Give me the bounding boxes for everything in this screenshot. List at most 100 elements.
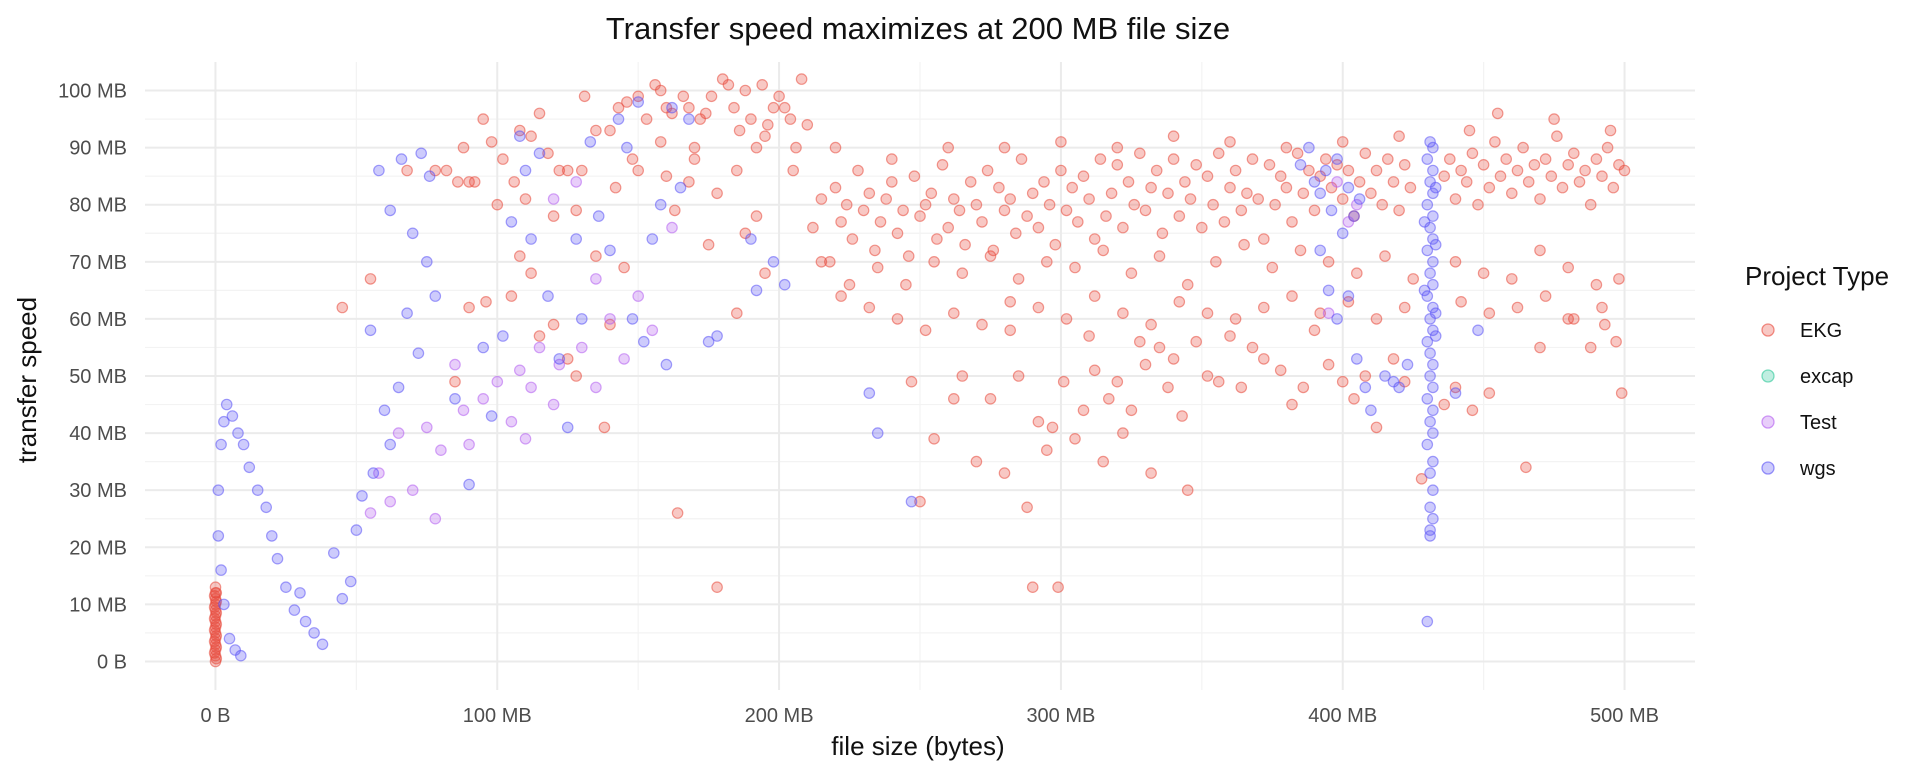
data-point (1584, 341, 1597, 354)
data-point (477, 113, 489, 125)
data-point (592, 210, 605, 222)
data-point (1511, 164, 1524, 177)
data-point (525, 267, 537, 279)
data-point (1562, 313, 1574, 325)
data-point (401, 307, 413, 319)
data-point (1294, 159, 1307, 171)
data-point (1348, 392, 1360, 405)
data-point (1415, 472, 1428, 485)
data-point (561, 353, 574, 365)
data-point (226, 410, 239, 422)
data-point (1320, 153, 1332, 165)
data-point (1069, 432, 1081, 445)
series-test (364, 176, 1363, 525)
data-point (1060, 204, 1073, 217)
data-point (970, 455, 983, 468)
data-point (637, 335, 650, 348)
data-point (852, 164, 864, 177)
data-point (869, 244, 881, 257)
data-point (942, 221, 954, 234)
data-point (1046, 421, 1059, 434)
data-point (497, 330, 509, 342)
data-point (412, 347, 425, 359)
data-point (449, 375, 461, 388)
data-point (237, 438, 250, 451)
data-point (1145, 181, 1157, 194)
data-point (1052, 581, 1064, 593)
data-point (251, 484, 264, 496)
data-point (505, 290, 518, 302)
data-point (1418, 216, 1431, 228)
data-point (987, 244, 1000, 257)
data-point (1424, 467, 1436, 479)
data-point (280, 581, 292, 593)
data-point (1342, 164, 1355, 177)
data-point (815, 255, 828, 268)
data-point (626, 313, 639, 325)
data-point (212, 484, 225, 496)
data-point (699, 107, 712, 120)
data-point (463, 478, 475, 491)
data-point (1449, 255, 1462, 268)
data-point (1483, 387, 1496, 399)
data-point (1266, 261, 1279, 274)
data-point (1359, 381, 1372, 394)
data-point (1308, 324, 1321, 337)
y-tick-label: 90 MB (69, 138, 127, 160)
series-wgs (212, 96, 1484, 662)
data-point (463, 176, 475, 188)
data-point (688, 153, 701, 165)
data-point (208, 612, 221, 625)
data-point (928, 432, 940, 445)
data-point (730, 307, 743, 319)
x-tick-label: 200 MB (745, 705, 814, 727)
data-point (1212, 147, 1225, 160)
data-point (1427, 301, 1439, 314)
data-point (1613, 273, 1625, 285)
data-point (1599, 318, 1611, 331)
data-point (1449, 387, 1462, 399)
data-point (235, 649, 247, 662)
data-point (584, 136, 597, 148)
data-point (761, 119, 774, 131)
data-point (604, 244, 616, 257)
data-point (1162, 187, 1174, 200)
data-point (1351, 267, 1363, 279)
data-point (1069, 261, 1081, 274)
data-point (1015, 153, 1028, 165)
data-point (1173, 210, 1186, 222)
data-point (1351, 353, 1363, 365)
data-point (1427, 484, 1439, 496)
data-point (1427, 455, 1439, 468)
data-point (1134, 335, 1146, 348)
data-point (1534, 193, 1546, 205)
data-point (1382, 153, 1394, 165)
data-point (1427, 187, 1439, 200)
data-point (1009, 227, 1022, 240)
data-point (1483, 307, 1496, 319)
data-point (984, 250, 997, 262)
data-point (705, 90, 718, 103)
data-point (829, 141, 842, 154)
data-point (976, 318, 988, 331)
data-point (1568, 147, 1580, 160)
data-point (1489, 136, 1501, 148)
x-tick-label: 300 MB (1026, 705, 1095, 727)
x-tick-label: 100 MB (463, 705, 532, 727)
data-point (1359, 370, 1372, 382)
data-point (801, 119, 814, 131)
data-point (1520, 461, 1532, 474)
data-point (1072, 216, 1084, 228)
legend-title: Project Type (1745, 261, 1889, 291)
data-point (1534, 341, 1546, 354)
data-point (1427, 255, 1439, 268)
data-point (1297, 381, 1310, 394)
data-point (767, 101, 780, 114)
data-point (632, 164, 644, 177)
data-point (356, 490, 368, 502)
data-point (463, 438, 475, 451)
data-point (784, 113, 797, 125)
data-point (1252, 193, 1264, 205)
data-point (795, 73, 808, 85)
data-point (1545, 170, 1558, 182)
